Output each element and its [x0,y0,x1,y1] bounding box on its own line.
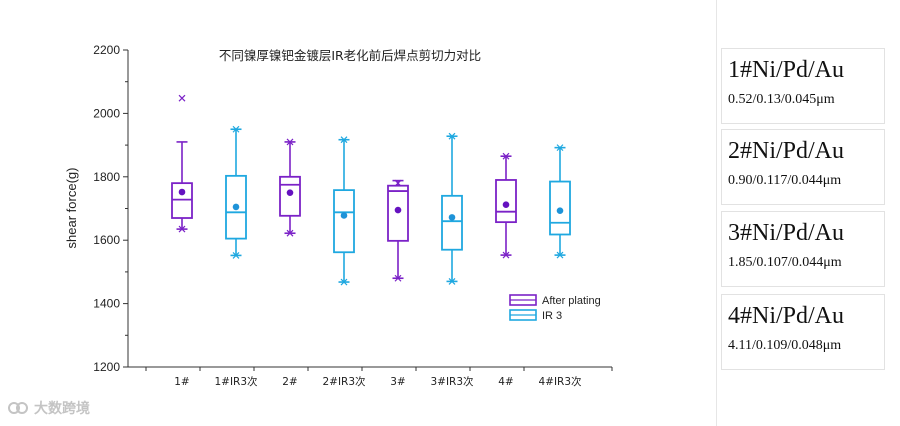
box-mean-point [556,207,564,215]
chart-title: 不同镍厚镍钯金镀层IR老化前后焊点剪切力对比 [219,48,481,63]
y-tick-label: 2000 [93,106,120,120]
x-tick-label: 3# [390,376,405,388]
box-mean-point [340,212,348,219]
outlier-marker [394,179,402,187]
outlier-marker [286,229,294,237]
y-tick-label: 1600 [93,233,120,247]
box-iqr [333,189,355,254]
spec-card-title: 1#Ni/Pd/Au [728,57,845,83]
outlier-marker [340,278,348,286]
outlier-marker [178,225,186,233]
x-tick-label: 3#IR3次 [430,375,474,388]
watermark: 大数跨境 [8,398,90,418]
box-mean-point [394,206,402,214]
spec-card-title: 4#Ni/Pd/Au [728,303,845,329]
spec-card-2: 2#Ni/Pd/Au 0.90/0.117/0.044μm [721,129,885,205]
outlier-marker [556,251,564,259]
panel-divider [716,0,717,426]
outlier-marker [232,251,240,259]
box-mean-point [286,189,294,196]
box-iqr [171,182,193,219]
spec-card-title: 2#Ni/Pd/Au [728,138,845,164]
box-iqr [495,179,517,224]
spec-card-thickness: 0.90/0.117/0.044μm [728,173,842,188]
outlier-marker [556,144,564,152]
spec-card-thickness: 0.52/0.13/0.045μm [728,92,835,107]
box-iqr [441,194,463,251]
outlier-marker [448,277,456,285]
x-tick-label: 1# [174,376,189,388]
x-tick-label: 4#IR3次 [538,375,582,388]
y-tick-label: 1800 [93,170,120,184]
legend-label: IR 3 [542,310,562,322]
legend-label: After plating [542,295,601,307]
spec-card-thickness: 4.11/0.109/0.048μm [728,338,842,353]
box-mean-point [232,203,240,211]
spec-card-thickness: 1.85/0.107/0.044μm [728,255,842,270]
box-mean-point [448,214,456,221]
outlier-marker [178,94,186,102]
box-iqr [225,174,247,240]
spec-card-title: 3#Ni/Pd/Au [728,220,845,246]
watermark-logo-icon [8,402,28,414]
spec-card-4: 4#Ni/Pd/Au 4.11/0.109/0.048μm [721,294,885,370]
box-iqr [279,175,301,217]
y-tick-label: 1400 [93,297,120,311]
box-iqr [549,180,571,236]
outlier-marker [502,251,510,259]
outlier-marker [502,152,510,160]
box-iqr [387,184,409,242]
x-tick-label: 2# [282,376,297,388]
spec-card-1: 1#Ni/Pd/Au 0.52/0.13/0.045μm [721,48,885,124]
outlier-marker [286,138,294,146]
x-tick-label: 1#IR3次 [214,375,258,388]
outlier-marker [232,125,240,133]
y-axis-label: shear force(g) [64,168,79,249]
y-tick-label: 2200 [93,43,120,57]
box-mean-point [178,188,186,196]
y-tick-label: 1200 [93,360,120,374]
watermark-text: 大数跨境 [34,401,90,417]
outlier-marker [448,132,456,140]
outlier-marker [394,274,402,282]
spec-card-3: 3#Ni/Pd/Au 1.85/0.107/0.044μm [721,211,885,287]
x-tick-label: 2#IR3次 [322,375,366,388]
box-mean-point [502,201,510,208]
x-tick-label: 4# [498,376,513,388]
outlier-marker [340,136,348,144]
box-plot-chart: 不同镍厚镍钯金镀层IR老化前后焊点剪切力对比 1200 1400 1600 1800 2… [64,43,613,388]
